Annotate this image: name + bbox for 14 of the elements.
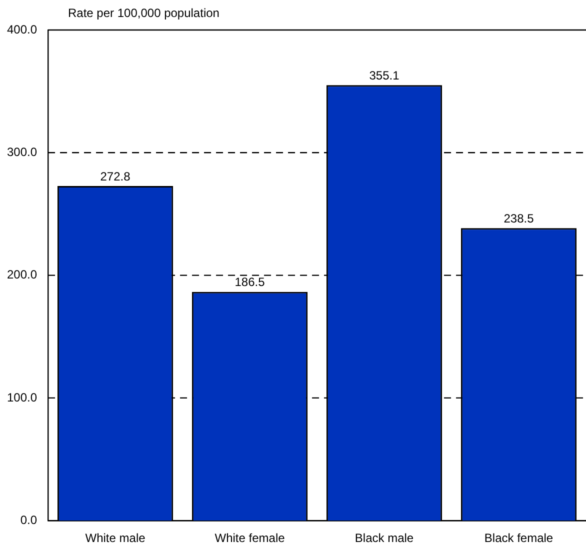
y-tick-label: 200.0 bbox=[7, 268, 38, 282]
y-axis-title: Rate per 100,000 population bbox=[68, 6, 220, 20]
x-tick-label: White female bbox=[214, 531, 286, 546]
y-tick-label: 400.0 bbox=[7, 22, 38, 36]
y-tick-label: 100.0 bbox=[7, 390, 38, 404]
data-label: 355.1 bbox=[369, 68, 400, 82]
x-tick-label: Black female bbox=[484, 531, 554, 546]
data-label: 272.8 bbox=[100, 169, 131, 184]
data-label: 238.5 bbox=[504, 211, 534, 226]
x-tick-label: Black male bbox=[354, 531, 414, 546]
data-label: 186.5 bbox=[234, 275, 266, 290]
y-tick-label: 300.0 bbox=[7, 144, 38, 159]
y-tick-label: 0.0 bbox=[20, 512, 38, 527]
x-tick-label: White male bbox=[85, 531, 146, 546]
